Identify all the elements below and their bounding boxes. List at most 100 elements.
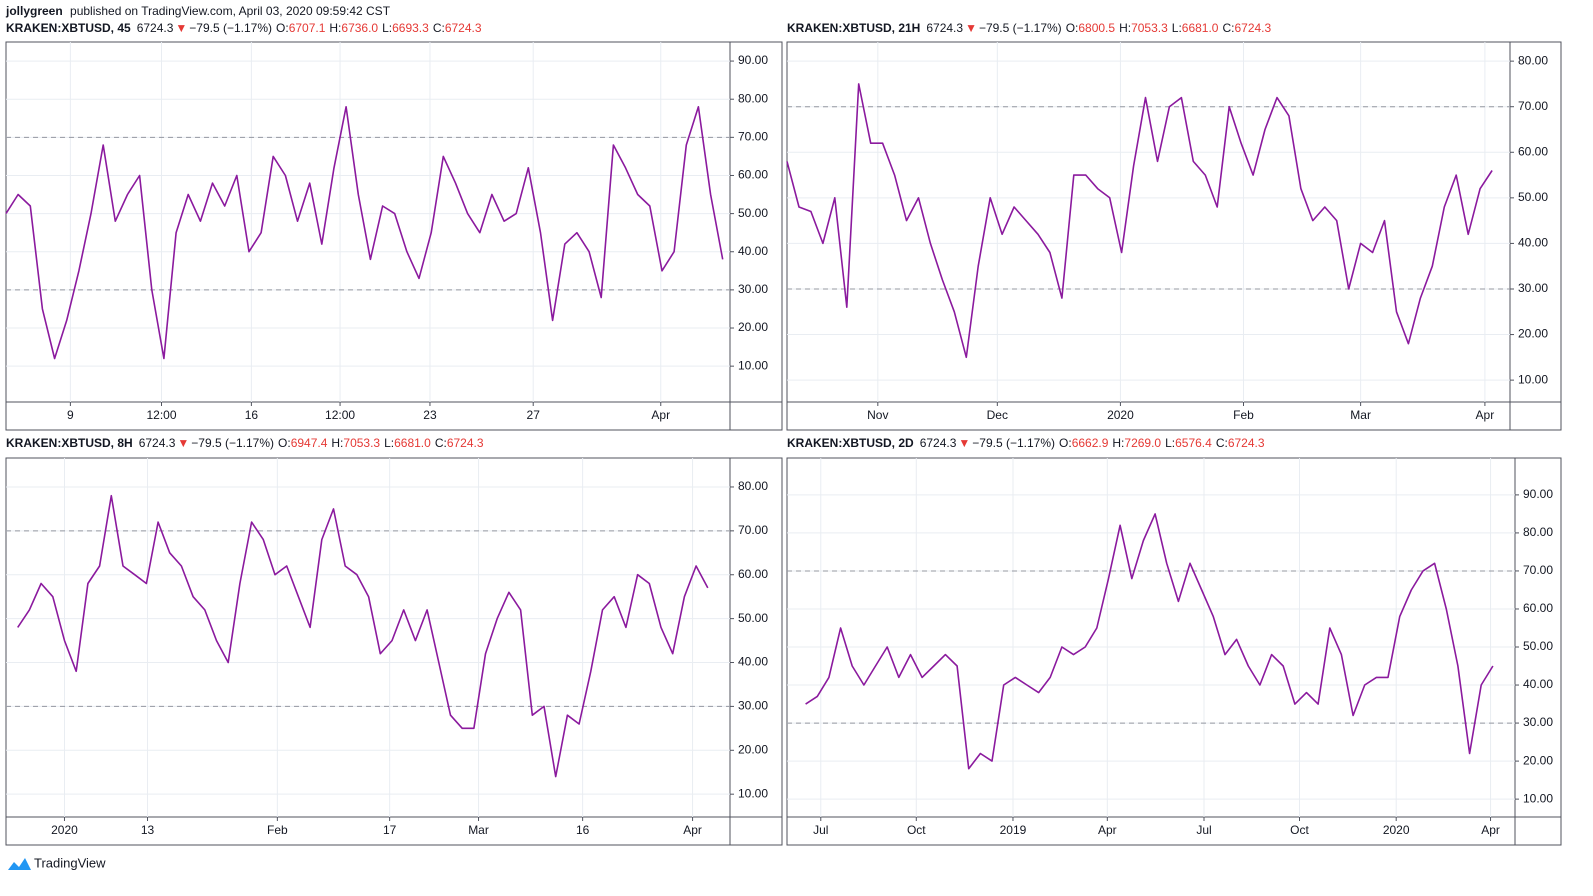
ohlc-label: H: <box>329 21 341 35</box>
chart-panel: KRAKEN:XBTUSD, 45 6724.3 ▼ −79.5 (−1.17%) O:… <box>5 21 783 431</box>
author: jollygreen <box>5 4 63 18</box>
y-tick-label: 90.00 <box>738 53 768 67</box>
ohlc-label: H: <box>1119 21 1131 35</box>
symbol: KRAKEN:XBTUSD, 8H <box>6 436 133 450</box>
y-tick-label: 40.00 <box>738 655 768 669</box>
x-tick-label: 17 <box>383 823 397 837</box>
y-tick-label: 70.00 <box>1518 99 1548 113</box>
y-tick-label: 10.00 <box>1523 791 1553 805</box>
y-tick-label: 90.00 <box>1523 487 1553 501</box>
x-tick-label: Apr <box>1098 823 1117 837</box>
chart-header: KRAKEN:XBTUSD, 45 6724.3 ▼ −79.5 (−1.17%) O:… <box>6 21 482 35</box>
y-tick-label: 20.00 <box>738 320 768 334</box>
y-tick-label: 60.00 <box>1523 601 1553 615</box>
x-tick-label: Mar <box>1350 408 1371 422</box>
ohlc-label: L: <box>1172 21 1182 35</box>
ohlc-label: O: <box>278 436 291 450</box>
y-tick-label: 30.00 <box>1523 715 1553 729</box>
ohlc-label: L: <box>382 21 392 35</box>
rsi-line <box>5 106 724 360</box>
ohlc-label: C: <box>433 21 445 35</box>
chart-panel: KRAKEN:XBTUSD, 21H 6724.3 ▼ −79.5 (−1.17%) O… <box>786 21 1562 431</box>
logo <box>8 858 31 870</box>
ohlc-label: C: <box>435 436 447 450</box>
symbol: KRAKEN:XBTUSD, 21H <box>787 21 920 35</box>
y-tick-label: 20.00 <box>738 742 768 756</box>
y-tick-label: 60.00 <box>738 567 768 581</box>
ohlc-value: 6724.3 <box>1228 436 1265 450</box>
chart-header: KRAKEN:XBTUSD, 2D 6724.3 ▼ −79.5 (−1.17%) O:… <box>787 436 1265 450</box>
y-tick-label: 30.00 <box>738 699 768 713</box>
x-tick-label: 27 <box>527 408 541 422</box>
x-tick-label: Jul <box>813 823 828 837</box>
x-tick-label: 16 <box>245 408 259 422</box>
x-tick-label: Apr <box>651 408 670 422</box>
ohlc-value: 6947.4 <box>291 436 328 450</box>
y-tick-label: 60.00 <box>1518 144 1548 158</box>
y-tick-label: 20.00 <box>1523 753 1553 767</box>
x-tick-label: Nov <box>867 408 888 422</box>
panel-frame <box>786 41 1562 431</box>
ohlc-label: O: <box>1059 436 1072 450</box>
x-tick-label: 23 <box>423 408 437 422</box>
ohlc-value: 6724.3 <box>445 21 482 35</box>
ohlc-label: L: <box>1165 436 1175 450</box>
x-tick-label: 2019 <box>1000 823 1027 837</box>
ohlc-value: 6576.4 <box>1175 436 1212 450</box>
y-tick-label: 70.00 <box>738 523 768 537</box>
ohlc-label: H: <box>331 436 343 450</box>
x-tick-label: 13 <box>141 823 155 837</box>
x-tick-label: 16 <box>576 823 590 837</box>
y-tick-label: 50.00 <box>1518 190 1548 204</box>
x-tick-label: Apr <box>1481 823 1500 837</box>
ohlc-value: 6800.5 <box>1078 21 1115 35</box>
x-tick-label: Feb <box>267 823 288 837</box>
x-tick-label: Feb <box>1233 408 1254 422</box>
ohlc-label: L: <box>384 436 394 450</box>
x-tick-label: Oct <box>907 823 926 837</box>
panel-frame <box>5 41 783 431</box>
y-tick-label: 30.00 <box>738 282 768 296</box>
y-tick-label: 40.00 <box>1523 677 1553 691</box>
rsi-line <box>805 513 1494 770</box>
y-tick-label: 20.00 <box>1518 327 1548 341</box>
x-tick-label: Dec <box>987 408 1008 422</box>
ohlc-label: O: <box>276 21 289 35</box>
y-tick-label: 50.00 <box>1523 639 1553 653</box>
chart-header: KRAKEN:XBTUSD, 8H 6724.3 ▼ −79.5 (−1.17%) O:… <box>6 436 484 450</box>
y-tick-label: 40.00 <box>1518 236 1548 250</box>
ohlc-label: C: <box>1222 21 1234 35</box>
y-tick-label: 70.00 <box>738 130 768 144</box>
x-tick-label: Apr <box>1476 408 1495 422</box>
y-tick-label: 40.00 <box>738 244 768 258</box>
ohlc-value: 6681.0 <box>394 436 431 450</box>
ohlc-value: 6662.9 <box>1072 436 1109 450</box>
rsi-line <box>786 83 1493 359</box>
x-tick-label: 12:00 <box>325 408 355 422</box>
x-tick-label: 2020 <box>51 823 78 837</box>
page-header: jollygreen published on TradingView.com,… <box>5 4 391 18</box>
ohlc-value: 6681.0 <box>1182 21 1219 35</box>
last-price: 6724.3 <box>137 21 174 35</box>
ohlc-value: 7053.3 <box>343 436 380 450</box>
last-price: 6724.3 <box>926 21 963 35</box>
y-tick-label: 60.00 <box>738 168 768 182</box>
rsi-line <box>17 494 709 778</box>
x-tick-label: 2020 <box>1107 408 1134 422</box>
symbol: KRAKEN:XBTUSD, 45 <box>6 21 131 35</box>
ohlc-label: C: <box>1216 436 1228 450</box>
change: −79.5 (−1.17%) <box>972 436 1055 450</box>
y-tick-label: 80.00 <box>738 91 768 105</box>
y-tick-label: 10.00 <box>738 786 768 800</box>
y-tick-label: 50.00 <box>738 206 768 220</box>
y-tick-label: 50.00 <box>738 611 768 625</box>
chart-panel: KRAKEN:XBTUSD, 2D 6724.3 ▼ −79.5 (−1.17%) O:… <box>786 436 1562 846</box>
y-tick-label: 80.00 <box>1518 53 1548 67</box>
ohlc-value: 6724.3 <box>447 436 484 450</box>
ohlc-label: H: <box>1112 436 1124 450</box>
change-arrow: ▼ <box>177 436 189 450</box>
symbol: KRAKEN:XBTUSD, 2D <box>787 436 914 450</box>
ohlc-value: 6707.1 <box>289 21 326 35</box>
